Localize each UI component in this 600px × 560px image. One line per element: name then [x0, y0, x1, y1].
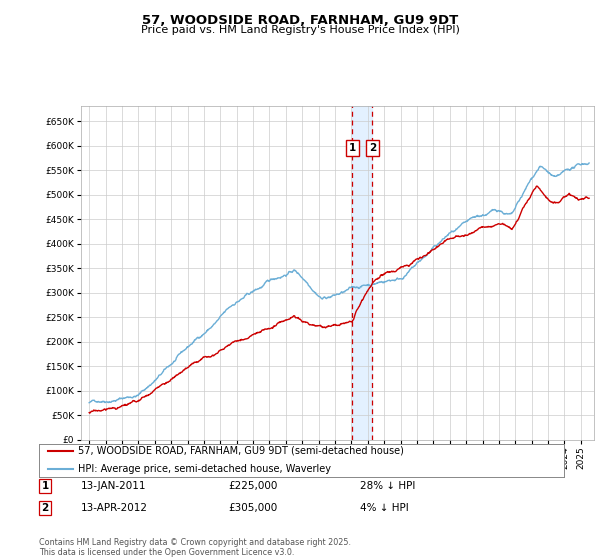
- Text: 1: 1: [349, 143, 356, 153]
- Text: 2: 2: [369, 143, 376, 153]
- Text: 4% ↓ HPI: 4% ↓ HPI: [360, 503, 409, 513]
- Text: Contains HM Land Registry data © Crown copyright and database right 2025.
This d: Contains HM Land Registry data © Crown c…: [39, 538, 351, 557]
- Text: 28% ↓ HPI: 28% ↓ HPI: [360, 481, 415, 491]
- Text: 2: 2: [41, 503, 49, 513]
- Text: 1: 1: [41, 481, 49, 491]
- Text: 57, WOODSIDE ROAD, FARNHAM, GU9 9DT (semi-detached house): 57, WOODSIDE ROAD, FARNHAM, GU9 9DT (sem…: [79, 446, 404, 456]
- Text: Price paid vs. HM Land Registry's House Price Index (HPI): Price paid vs. HM Land Registry's House …: [140, 25, 460, 35]
- Text: £305,000: £305,000: [228, 503, 277, 513]
- Text: 13-JAN-2011: 13-JAN-2011: [81, 481, 146, 491]
- Text: £225,000: £225,000: [228, 481, 277, 491]
- Bar: [352, 106, 373, 440]
- Text: 57, WOODSIDE ROAD, FARNHAM, GU9 9DT: 57, WOODSIDE ROAD, FARNHAM, GU9 9DT: [142, 14, 458, 27]
- Text: HPI: Average price, semi-detached house, Waverley: HPI: Average price, semi-detached house,…: [79, 464, 331, 474]
- Text: 13-APR-2012: 13-APR-2012: [81, 503, 148, 513]
